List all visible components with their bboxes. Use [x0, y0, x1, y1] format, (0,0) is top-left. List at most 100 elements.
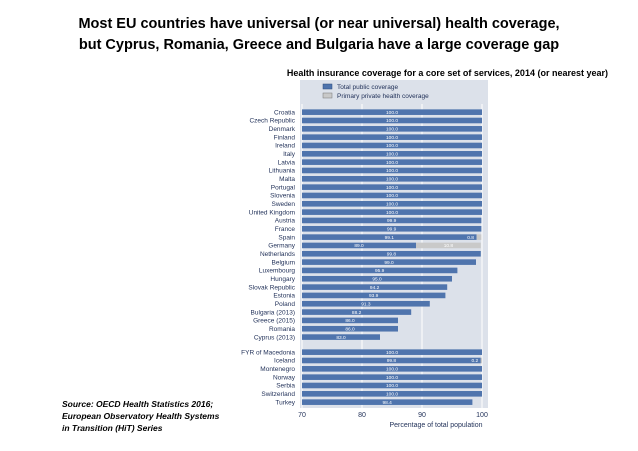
legend-swatch-public	[322, 83, 333, 90]
bar-public	[302, 192, 482, 199]
bar-public	[302, 300, 430, 307]
bar-value-label: 100.0	[386, 201, 398, 207]
legend-label-private: Primary private health coverage	[337, 93, 429, 100]
bar-public	[302, 309, 412, 315]
bar-public	[302, 284, 448, 290]
bar-value-label: 99.9	[387, 218, 397, 224]
bar-public	[302, 325, 398, 332]
bar-public	[302, 109, 482, 115]
bar-public	[302, 209, 482, 215]
bar-value-label: 100.0	[386, 383, 398, 389]
bar-value-label: 83.0	[336, 335, 346, 341]
chart-subtitle: Health insurance coverage for a core set…	[286, 68, 608, 78]
country-label: Cyprus (2013)	[254, 334, 295, 341]
bar-value-label: 100.0	[386, 135, 398, 141]
bar-public	[302, 242, 416, 249]
country-label: France	[275, 226, 296, 233]
country-label: Belgium	[272, 259, 295, 266]
country-label: Norway	[273, 374, 296, 381]
x-tick-label: 70	[298, 412, 306, 419]
bar-public	[302, 275, 452, 282]
bar-value-label: 89.0	[354, 243, 364, 249]
country-label: Germany	[268, 243, 295, 250]
x-axis-label: Percentage of total population	[389, 422, 482, 429]
bar-public	[302, 366, 482, 372]
bar-public	[302, 117, 482, 124]
bar-value-label: 95.0	[372, 276, 382, 282]
bar-value-label: 100.0	[386, 185, 398, 191]
bar-value-label: 86.0	[345, 318, 355, 324]
source-line-3: in Transition (HiT) Series	[62, 423, 163, 433]
bar-public	[302, 200, 482, 207]
x-tick-label: 100	[476, 412, 488, 419]
bar-value-label: 100.0	[386, 168, 398, 174]
bar-public	[302, 250, 481, 257]
bar-public	[302, 399, 473, 405]
country-label: Estonia	[273, 293, 295, 300]
country-label: Latvia	[278, 159, 296, 166]
bar-value-label: 100.0	[386, 160, 398, 166]
source-line-2: European Observatory Health Systems	[62, 411, 220, 421]
country-label: Sweden	[272, 201, 296, 208]
country-label: Iceland	[274, 358, 295, 365]
bar-value-label: 100.0	[386, 118, 398, 124]
country-label: Greece (2015)	[253, 318, 295, 325]
country-label: Malta	[279, 176, 295, 183]
legend-swatch-private	[322, 92, 333, 99]
country-label: Poland	[275, 301, 296, 308]
country-label: Czech Republic	[249, 118, 295, 125]
bar-public	[302, 167, 482, 174]
country-label: Austria	[275, 218, 296, 225]
bar-value-label: 95.9	[375, 268, 385, 274]
country-label: United Kingdom	[249, 209, 295, 216]
bar-private-value-label: 0.2	[471, 358, 478, 364]
bar-public	[302, 184, 482, 190]
chart-title-line-2: but Cyprus, Romania, Greece and Bulgaria…	[78, 37, 560, 53]
country-label: Italy	[283, 151, 296, 158]
bar-public	[302, 357, 481, 364]
bar-public	[302, 259, 476, 265]
country-label: Bulgaria (2013)	[251, 309, 295, 316]
country-label: Spain	[278, 234, 295, 241]
bar-public	[302, 292, 446, 299]
bar-value-label: 100.0	[386, 177, 398, 183]
bar-value-label: 93.9	[369, 293, 379, 299]
country-label: Serbia	[276, 383, 295, 390]
bar-public	[302, 142, 482, 149]
country-label: Slovenia	[270, 193, 295, 200]
bar-value-label: 100.0	[386, 152, 398, 158]
bar-value-label: 98.4	[383, 400, 393, 406]
country-label: Lithuania	[269, 168, 296, 175]
bar-public	[302, 134, 482, 140]
bar-private-value-label: 0.8	[467, 235, 474, 241]
bar-value-label: 100.0	[386, 110, 398, 116]
bar-public	[302, 151, 482, 157]
bar-value-label: 100.0	[386, 392, 398, 398]
bar-public	[302, 234, 477, 240]
chart-title: Most EU countries have universal (or nea…	[0, 14, 638, 56]
country-label: Switzerland	[261, 391, 295, 398]
country-label: Montenegro	[260, 366, 295, 373]
bar-value-label: 99.9	[387, 226, 397, 232]
bar-value-label: 100.0	[386, 143, 398, 149]
country-label: Finland	[274, 134, 296, 141]
legend-label-public: Total public coverage	[337, 84, 398, 91]
bar-value-label: 100.0	[386, 350, 398, 356]
source-note: Source: OECD Health Statistics 2016; Eur…	[62, 398, 302, 434]
bar-public	[302, 317, 398, 324]
bar-public	[302, 391, 482, 397]
country-label: Denmark	[269, 126, 296, 133]
bar-value-label: 86.0	[345, 326, 355, 332]
bar-value-label: 99.8	[387, 251, 397, 257]
bar-private-value-label: 10.8	[444, 243, 454, 249]
bar-value-label: 91.3	[361, 301, 371, 307]
bar-value-label: 99.1	[385, 235, 395, 241]
bar-public	[302, 374, 482, 380]
bar-public	[302, 217, 482, 224]
bar-value-label: 94.2	[370, 285, 380, 291]
country-label: FYR of Macedonia	[241, 349, 295, 356]
bar-value-label: 100.0	[386, 210, 398, 216]
country-label: Ireland	[275, 143, 295, 150]
source-line-1: Source: OECD Health Statistics 2016;	[62, 399, 214, 409]
